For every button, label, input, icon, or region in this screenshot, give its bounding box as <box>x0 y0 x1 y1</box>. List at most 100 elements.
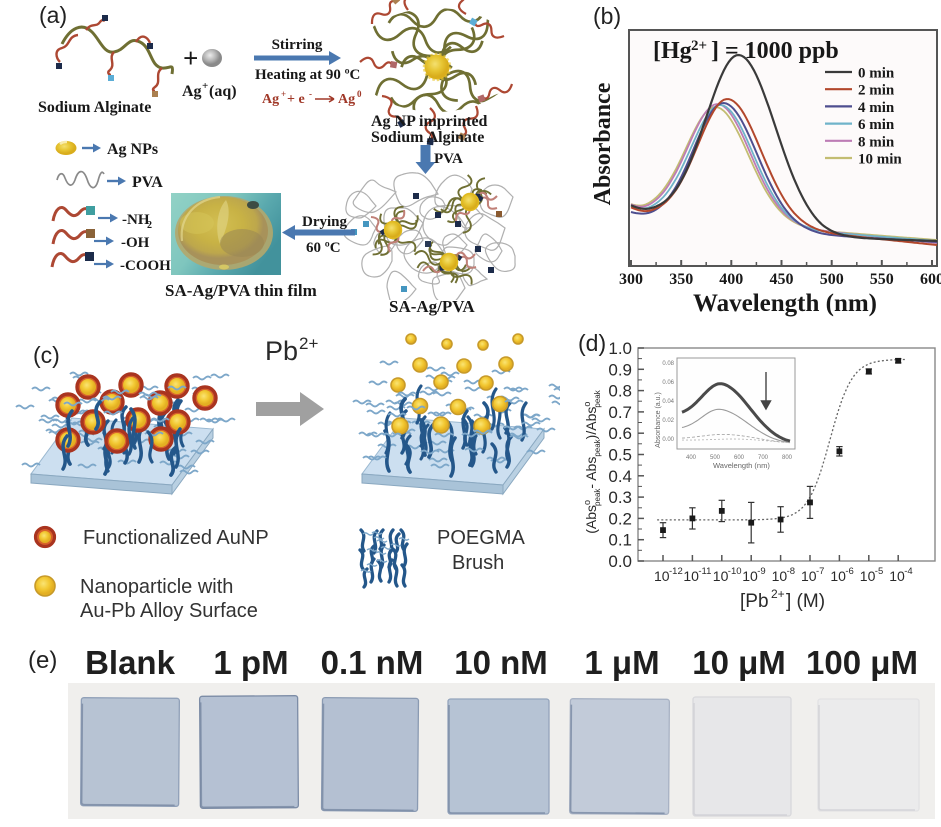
svg-text:0 min: 0 min <box>858 66 895 82</box>
svg-text:Ag: Ag <box>338 92 355 107</box>
svg-text:Drying: Drying <box>302 214 348 230</box>
svg-text:0.2: 0.2 <box>608 509 632 528</box>
svg-text:(d): (d) <box>578 330 606 356</box>
svg-text:0.1: 0.1 <box>608 531 632 550</box>
svg-text:6 min: 6 min <box>858 117 895 133</box>
svg-text:0.08: 0.08 <box>662 361 674 367</box>
svg-text:PVA: PVA <box>434 151 463 167</box>
svg-text:0: 0 <box>357 89 362 99</box>
svg-text:Functionalized AuNP: Functionalized AuNP <box>83 527 269 549</box>
svg-text:10: 10 <box>830 568 846 584</box>
svg-text:+: + <box>202 80 208 92</box>
svg-text:0.5: 0.5 <box>608 446 632 465</box>
svg-text:-5: -5 <box>875 566 883 577</box>
svg-text:-COOH: -COOH <box>120 258 171 274</box>
svg-text:0.4: 0.4 <box>608 467 632 486</box>
svg-text:(Absopeak- Abspeak)/Absopeak: (Absopeak- Abspeak)/Absopeak <box>582 389 602 533</box>
svg-text:Ag: Ag <box>182 83 202 100</box>
svg-text:Ag: Ag <box>262 92 279 107</box>
svg-text:700: 700 <box>758 455 769 461</box>
svg-text:+: + <box>183 43 198 73</box>
svg-text:Au-Pb Alloy Surface: Au-Pb Alloy Surface <box>80 600 258 622</box>
svg-text:POEGMA: POEGMA <box>437 527 525 549</box>
svg-text:+: + <box>281 89 286 99</box>
svg-text:0.0: 0.0 <box>608 552 632 571</box>
svg-text:-9: -9 <box>757 566 765 577</box>
svg-text:Wavelength (nm): Wavelength (nm) <box>693 290 877 317</box>
svg-text:-6: -6 <box>845 566 853 577</box>
svg-text:2 min: 2 min <box>858 83 895 99</box>
svg-text:8 min: 8 min <box>858 134 895 150</box>
svg-text:0.8: 0.8 <box>608 382 632 401</box>
svg-text:4 min: 4 min <box>858 100 895 116</box>
svg-text:-4: -4 <box>904 566 912 577</box>
svg-text:[Hg: [Hg <box>653 38 692 64</box>
svg-text:800: 800 <box>782 455 793 461</box>
svg-text:[Pb: [Pb <box>740 591 769 612</box>
svg-text:10: 10 <box>772 568 788 584</box>
svg-text:10: 10 <box>742 568 758 584</box>
svg-text:1.0: 1.0 <box>608 339 632 358</box>
svg-text:10: 10 <box>713 568 729 584</box>
svg-text:10: 10 <box>860 568 876 584</box>
svg-text:(a): (a) <box>39 2 67 28</box>
svg-text:600: 600 <box>920 271 941 288</box>
svg-text:(b): (b) <box>593 3 621 29</box>
svg-text:10 μM: 10 μM <box>692 644 786 681</box>
svg-text:Stirring: Stirring <box>272 37 323 53</box>
svg-text:400: 400 <box>719 271 743 288</box>
svg-text:400: 400 <box>686 455 697 461</box>
svg-text:10 min: 10 min <box>858 152 902 168</box>
svg-text:10: 10 <box>683 568 699 584</box>
svg-text:0.3: 0.3 <box>608 488 632 507</box>
svg-text:Nanoparticle with: Nanoparticle with <box>80 576 233 598</box>
svg-text:500: 500 <box>710 455 721 461</box>
svg-text:(e): (e) <box>28 647 57 674</box>
svg-text:] (M): ] (M) <box>786 591 825 612</box>
svg-text:Sodium Alginate: Sodium Alginate <box>38 99 151 116</box>
svg-text:0.6: 0.6 <box>608 424 632 443</box>
svg-text:1 pM: 1 pM <box>213 644 288 681</box>
svg-text:0.04: 0.04 <box>662 399 674 405</box>
svg-text:-10: -10 <box>728 566 742 577</box>
svg-text:100 μM: 100 μM <box>806 644 918 681</box>
svg-text:Ag NPs: Ag NPs <box>107 141 158 158</box>
svg-text:Absorbance: Absorbance <box>590 82 616 205</box>
svg-text:2+: 2+ <box>771 587 785 601</box>
svg-text:0.9: 0.9 <box>608 360 632 379</box>
svg-text:Sodium Alginate: Sodium Alginate <box>371 129 484 146</box>
svg-text:1 μM: 1 μM <box>584 644 659 681</box>
svg-text:300: 300 <box>619 271 643 288</box>
svg-text:500: 500 <box>820 271 844 288</box>
svg-text:10 nM: 10 nM <box>454 644 548 681</box>
svg-text:(c): (c) <box>33 342 60 368</box>
svg-text:0.02: 0.02 <box>662 418 674 424</box>
svg-text:Heating at 90 ºC: Heating at 90 ºC <box>255 67 360 83</box>
svg-text:Pb: Pb <box>265 336 298 366</box>
svg-text:10: 10 <box>654 568 670 584</box>
svg-text:-8: -8 <box>787 566 795 577</box>
svg-text:+ e: + e <box>287 92 305 107</box>
svg-text:-NH: -NH <box>122 212 150 228</box>
svg-text:10: 10 <box>889 568 905 584</box>
svg-text:350: 350 <box>669 271 693 288</box>
svg-text:SA-Ag/PVA thin film: SA-Ag/PVA thin film <box>165 281 317 300</box>
svg-text:0.00: 0.00 <box>662 437 674 443</box>
svg-text:450: 450 <box>770 271 794 288</box>
svg-text:Wavelength (nm): Wavelength (nm) <box>713 461 770 470</box>
svg-text:0.7: 0.7 <box>608 403 632 422</box>
svg-text:2+: 2+ <box>299 334 318 353</box>
svg-text:Ag NP imprinted: Ag NP imprinted <box>371 113 488 130</box>
svg-text:0.06: 0.06 <box>662 380 674 386</box>
svg-text:-: - <box>309 89 312 99</box>
svg-text:] = 1000 ppb: ] = 1000 ppb <box>711 38 839 64</box>
svg-text:PVA: PVA <box>132 174 163 191</box>
svg-text:-11: -11 <box>698 566 711 577</box>
svg-text:2: 2 <box>147 220 152 231</box>
svg-text:2+: 2+ <box>691 38 707 54</box>
svg-text:10: 10 <box>801 568 817 584</box>
svg-text:Brush: Brush <box>452 552 504 574</box>
svg-text:550: 550 <box>870 271 894 288</box>
svg-text:-OH: -OH <box>121 235 150 251</box>
svg-text:600: 600 <box>734 455 745 461</box>
